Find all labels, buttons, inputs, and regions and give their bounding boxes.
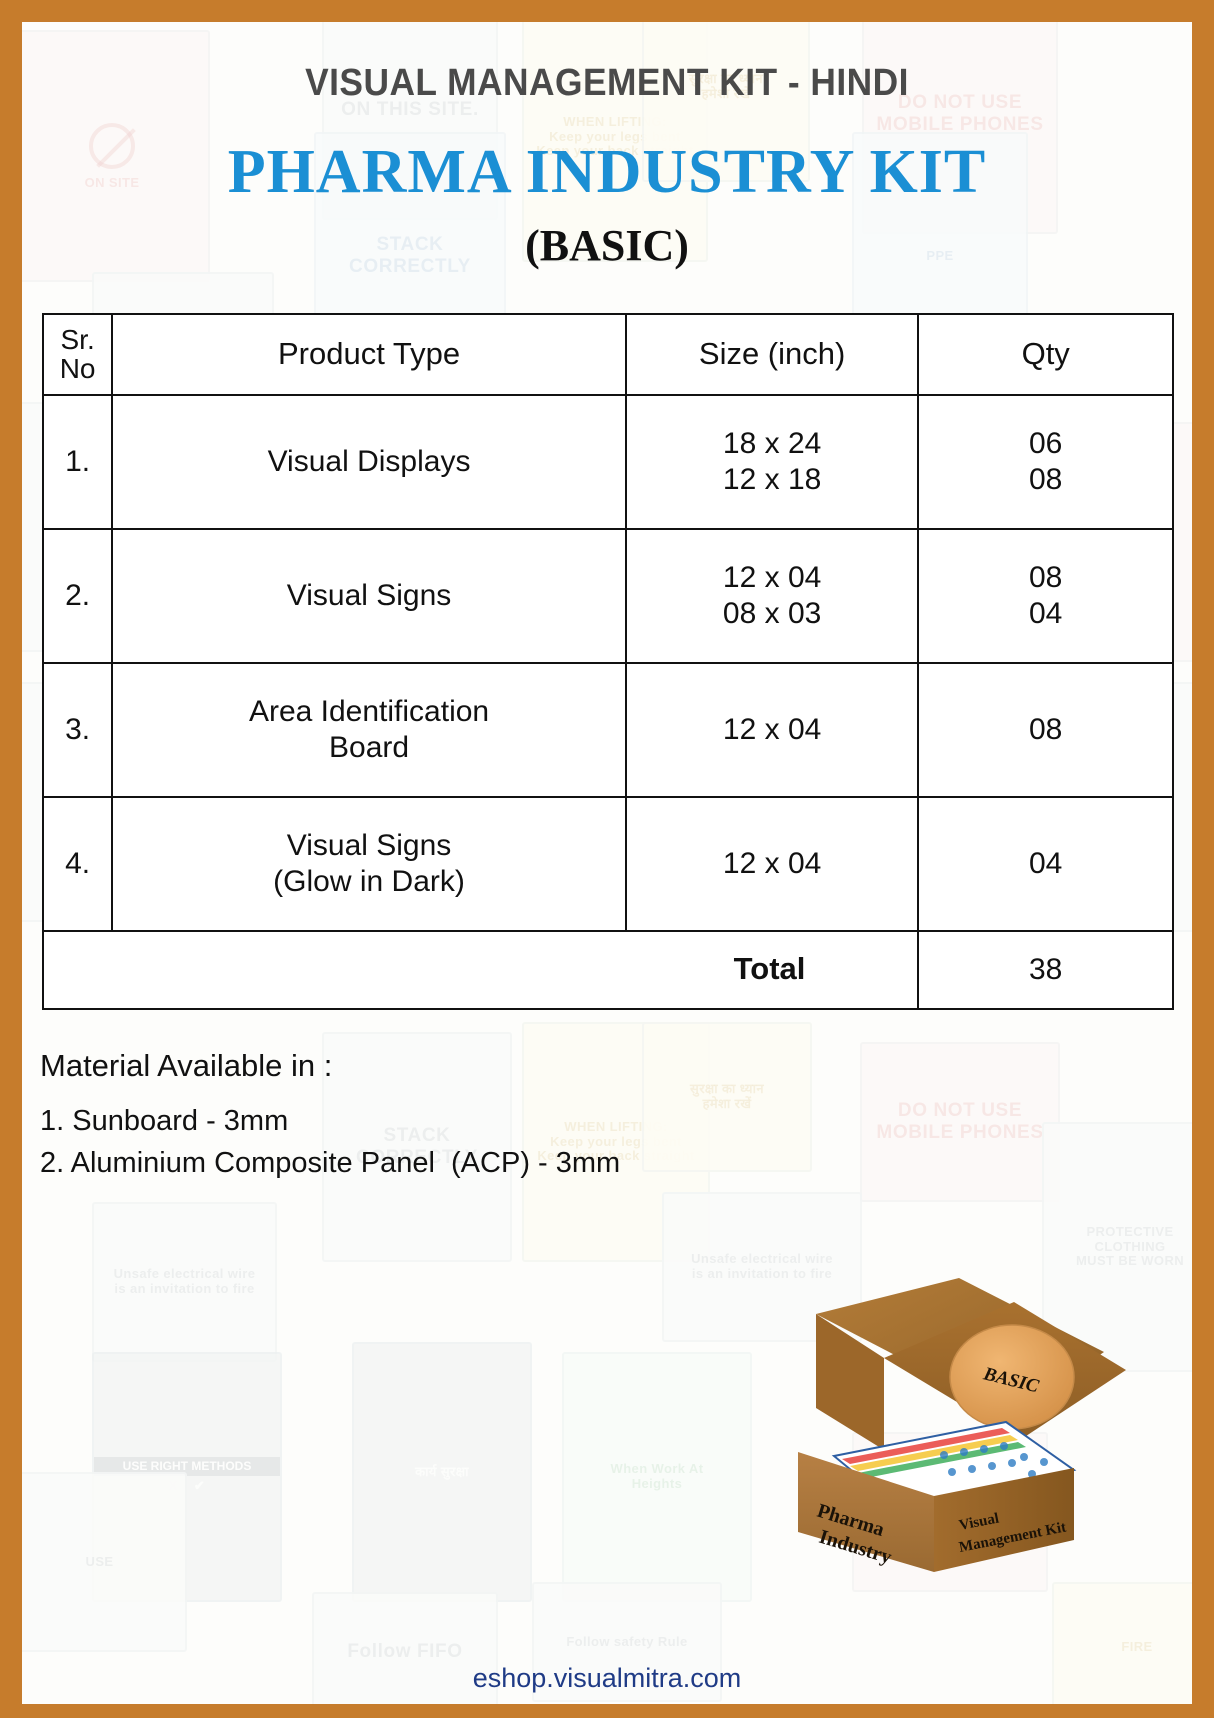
qty-line-1: 04 xyxy=(1029,847,1063,881)
cell-product-type: Visual Displays xyxy=(111,393,627,530)
chart-yellow-band xyxy=(850,1435,1018,1471)
watermark-poster: कार्य सुरक्षा xyxy=(352,1342,532,1602)
kit-label: VISUAL MANAGEMENT KIT - HINDI xyxy=(305,62,909,104)
size-line-1: 12 x 04 xyxy=(722,561,822,595)
qty-line-1: 08 xyxy=(1029,561,1063,595)
list-item: 1. Sunboard - 3mm xyxy=(40,1104,289,1137)
watermark-poster: USE RIGHT METHODS X ✔ xyxy=(92,1352,282,1602)
sr-no-line2: No xyxy=(59,353,96,385)
product-line-2: Board xyxy=(329,730,410,764)
page-subtitle: (BASIC) xyxy=(525,221,689,270)
column-header-sr-no: Sr. No xyxy=(41,313,114,396)
product-box-image: BASIC Pharma xyxy=(774,1240,1134,1580)
product-line-1: Visual Signs xyxy=(286,579,452,613)
kit-contents-table: Sr. No Product Type Size (inch) Qty 1. V… xyxy=(41,313,1174,1010)
cell-qty: 04 xyxy=(917,795,1174,932)
chart-dot-grid xyxy=(940,1442,1054,1482)
kit-contents-table-wrapper: Sr. No Product Type Size (inch) Qty 1. V… xyxy=(41,313,1174,1010)
table-row: 2. Visual Signs 12 x 04 08 x 03 08 04 xyxy=(41,527,1174,664)
size-line-1: 12 x 04 xyxy=(722,847,822,881)
poster-footer: eshop.visualmitra.com xyxy=(22,1663,1192,1694)
table-header: Sr. No Product Type Size (inch) Qty xyxy=(41,313,1174,396)
product-line-1: Area Identification xyxy=(248,695,490,729)
column-header-size: Size (inch) xyxy=(624,313,920,396)
page-title: PHARMA INDUSTRY KIT xyxy=(227,138,987,206)
cell-size: 12 x 04 08 x 03 xyxy=(624,527,920,664)
table-row: 3. Area Identification Board 12 x 04 08 xyxy=(41,661,1174,798)
chart-red-band xyxy=(842,1428,1010,1464)
material-list: 1. Sunboard - 3mm 2. Aluminium Composite… xyxy=(40,1100,1192,1184)
qty-line-1: 08 xyxy=(1029,713,1063,747)
qty-line-2: 04 xyxy=(1029,596,1063,630)
poster-header: VISUAL MANAGEMENT KIT - HINDI PHARMA IND… xyxy=(22,22,1192,271)
carton-side-line-1: Visual xyxy=(958,1511,1001,1534)
watermark-poster: When Work At Heights xyxy=(562,1352,752,1602)
material-section: Material Available in : 1. Sunboard - 3m… xyxy=(40,1048,1192,1184)
table-header-row: Sr. No Product Type Size (inch) Qty xyxy=(41,313,1174,396)
size-line-1: 12 x 04 xyxy=(722,713,822,747)
cell-qty: 08 xyxy=(917,661,1174,798)
column-header-product-type: Product Type xyxy=(111,313,627,396)
watermark-poster: USE xyxy=(22,1472,187,1652)
table-row: 4. Visual Signs (Glow in Dark) 12 x 04 0… xyxy=(41,795,1174,932)
product-line-2: (Glow in Dark) xyxy=(273,864,465,898)
carton-svg: BASIC Pharma xyxy=(798,1278,1126,1572)
carton-front-face xyxy=(798,1452,934,1572)
cell-sr-no: 2. xyxy=(41,527,114,664)
table-total-row: Total 38 xyxy=(41,929,1174,1010)
sr-no-line1: Sr. xyxy=(60,324,95,355)
cell-qty: 06 08 xyxy=(917,393,1174,530)
product-line-1: Visual Signs xyxy=(286,829,452,863)
qty-line-2: 08 xyxy=(1029,462,1063,496)
cell-sr-no: 4. xyxy=(41,795,114,932)
cell-product-type: Area Identification Board xyxy=(111,661,627,798)
cell-sr-no: 1. xyxy=(41,393,114,530)
column-header-qty: Qty xyxy=(917,313,1174,396)
website-url[interactable]: eshop.visualmitra.com xyxy=(472,1663,742,1693)
carton-side-face xyxy=(934,1468,1074,1572)
cell-product-type: Visual Signs xyxy=(111,527,627,664)
material-heading: Material Available in : xyxy=(40,1047,333,1083)
cell-qty: 08 04 xyxy=(917,527,1174,664)
poster-sheet: ON SITE ON THIS SITE. STACK CORRECTLY WHE… xyxy=(22,22,1192,1704)
size-line-2: 12 x 18 xyxy=(722,462,822,496)
list-item: 2. Aluminium Composite Panel (ACP) - 3mm xyxy=(40,1146,621,1179)
product-line-1: Visual Displays xyxy=(267,445,471,479)
size-line-1: 18 x 24 xyxy=(722,427,822,461)
qty-line-1: 06 xyxy=(1029,427,1063,461)
cell-size: 12 x 04 xyxy=(624,795,920,932)
total-label: Total xyxy=(41,929,920,1010)
size-line-2: 08 x 03 xyxy=(722,596,822,630)
cell-sr-no: 3. xyxy=(41,661,114,798)
total-value: 38 xyxy=(917,929,1174,1010)
carton-flap-left xyxy=(816,1314,884,1450)
cell-size: 12 x 04 xyxy=(624,661,920,798)
table-body: 1. Visual Displays 18 x 24 12 x 18 06 08 xyxy=(41,393,1174,1010)
cell-product-type: Visual Signs (Glow in Dark) xyxy=(111,795,627,932)
table-row: 1. Visual Displays 18 x 24 12 x 18 06 08 xyxy=(41,393,1174,530)
cell-size: 18 x 24 12 x 18 xyxy=(624,393,920,530)
